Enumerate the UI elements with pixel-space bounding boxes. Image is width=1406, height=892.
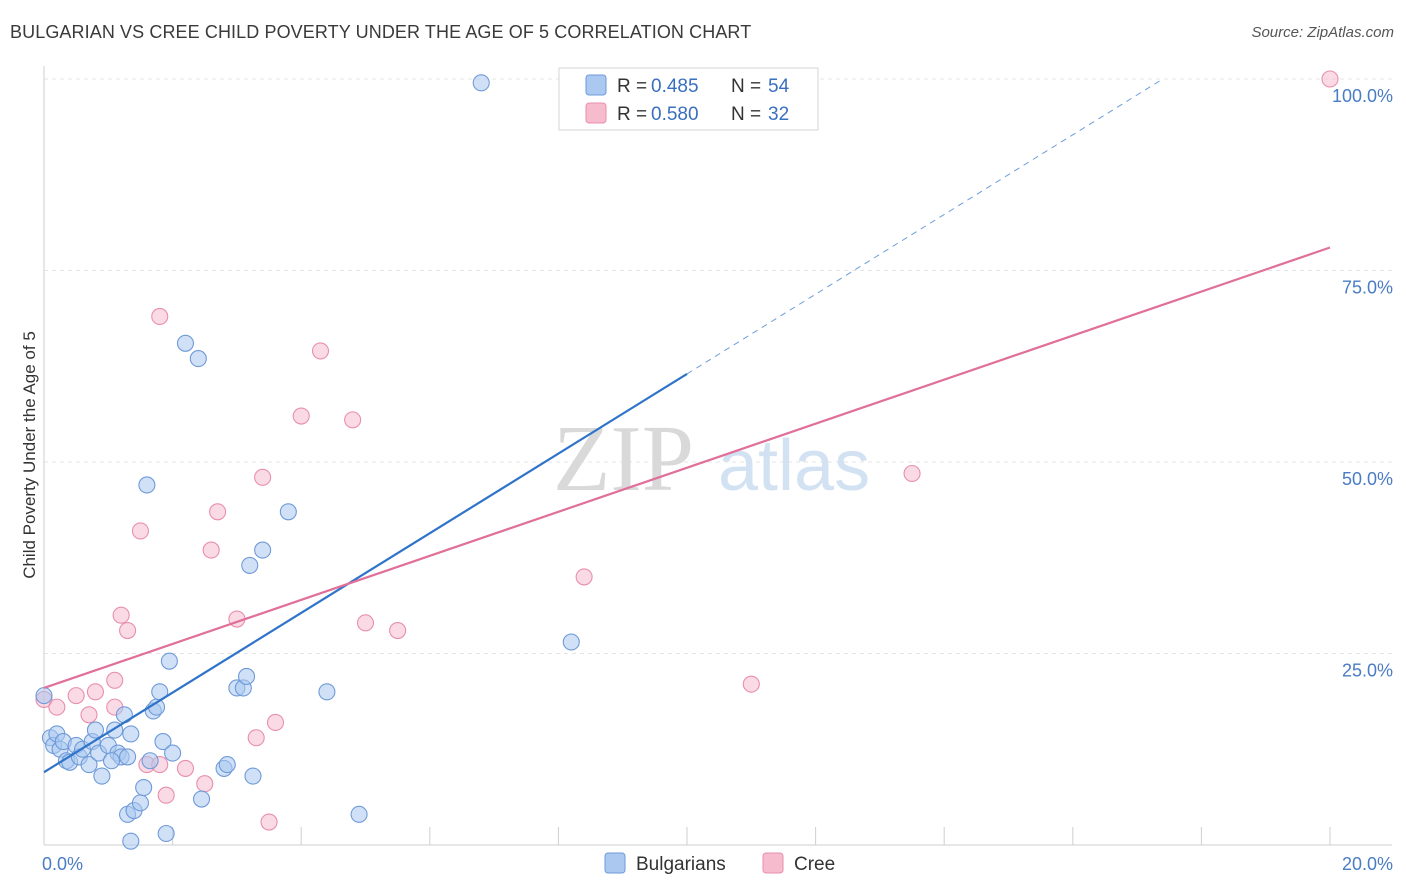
- y-tick-label: 100.0%: [1332, 86, 1393, 106]
- bottom-legend-label-bulgarians: Bulgarians: [636, 854, 726, 875]
- cree-point: [48, 698, 66, 716]
- x-tick-label: 20.0%: [1342, 854, 1393, 874]
- legend-r-value-bulgarians: 0.485: [651, 76, 699, 97]
- bulgarians-point: [244, 767, 262, 785]
- y-tick-label: 25.0%: [1342, 661, 1393, 681]
- cree-point: [86, 683, 104, 701]
- legend-n-value-cree: 32: [768, 104, 789, 125]
- bulgarians-points: [35, 74, 580, 850]
- grid-lines: [44, 78, 1392, 654]
- bulgarians-point: [86, 721, 104, 739]
- y-axis-label: Child Poverty Under the Age of 5: [20, 331, 39, 579]
- bottom-legend-label-cree: Cree: [794, 854, 835, 875]
- watermark-atlas: atlas: [718, 426, 870, 506]
- legend-r-label-bulgarians: R =: [617, 76, 647, 97]
- bulgarians-point: [135, 778, 153, 797]
- bulgarians-point: [279, 503, 297, 521]
- bulgarians-point: [562, 633, 580, 651]
- cree-point: [311, 342, 330, 360]
- cree-points: [35, 70, 1339, 831]
- bottom-legend-swatch-cree: [762, 852, 784, 874]
- bulgarians-point: [80, 756, 98, 774]
- cree-point: [209, 503, 227, 521]
- cree-point: [260, 813, 278, 831]
- cree-point: [67, 687, 85, 705]
- bulgarians-trend-extension: [686, 78, 1164, 375]
- cree-point: [575, 568, 593, 586]
- cree-point: [176, 759, 195, 777]
- bulgarians-point: [164, 744, 182, 762]
- bulgarians-point: [189, 350, 207, 368]
- bulgarians-point: [160, 652, 178, 670]
- bulgarians-point: [115, 706, 133, 724]
- bulgarians-point: [318, 683, 336, 701]
- legend-top: R = 0.485 N = 54 R = 0.580 N = 32: [558, 67, 819, 131]
- cree-point: [157, 786, 175, 804]
- bulgarians-point: [93, 767, 111, 785]
- chart-title: BULGARIAN VS CREE CHILD POVERTY UNDER TH…: [10, 22, 752, 42]
- legend-r-value-cree: 0.580: [651, 104, 699, 125]
- bulgarians-point: [102, 752, 121, 770]
- cree-point: [356, 614, 375, 632]
- bulgarians-point: [157, 824, 175, 843]
- cree-point: [254, 468, 272, 486]
- watermark-zip: ZIP: [553, 407, 694, 511]
- bulgarians-point: [138, 476, 156, 494]
- bulgarians-point: [241, 556, 259, 574]
- bulgarians-point: [472, 74, 490, 92]
- cree-point: [119, 621, 137, 640]
- bulgarians-point: [192, 790, 211, 808]
- bulgarians-point: [35, 687, 53, 705]
- axes: [43, 66, 1392, 846]
- bulgarians-point: [218, 756, 236, 774]
- bulgarians-trend-line: [43, 372, 688, 774]
- bulgarians-point: [154, 733, 172, 751]
- y-tick-label: 50.0%: [1342, 469, 1393, 489]
- bulgarians-point: [350, 805, 368, 823]
- cree-point: [151, 307, 169, 326]
- bulgarians-point: [131, 794, 149, 812]
- bulgarians-point: [176, 334, 195, 352]
- legend-n-value-bulgarians: 54: [768, 76, 790, 97]
- bulgarians-point: [254, 541, 272, 559]
- bulgarians-point: [122, 832, 140, 850]
- cree-point: [266, 713, 285, 731]
- y-tick-label: 75.0%: [1342, 278, 1393, 298]
- cree-point: [344, 411, 362, 429]
- watermark: ZIP atlas: [553, 407, 870, 511]
- cree-point: [131, 522, 149, 540]
- legend-n-label-cree: N =: [731, 104, 761, 125]
- cree-point: [742, 675, 760, 693]
- cree-point: [292, 407, 310, 425]
- cree-point: [247, 729, 265, 747]
- cree-point: [80, 706, 98, 724]
- legend-swatch-bulgarians: [585, 74, 607, 96]
- bulgarians-point: [119, 748, 137, 766]
- x-tick-label: 0.0%: [42, 854, 83, 874]
- legend-n-label-bulgarians: N =: [731, 76, 761, 97]
- bulgarians-point: [237, 667, 256, 686]
- cree-point: [903, 464, 921, 483]
- bulgarians-point: [122, 725, 140, 743]
- bottom-legend-swatch-bulgarians: [604, 852, 626, 874]
- legend-r-label-cree: R =: [617, 104, 647, 125]
- source-credit: Source: ZipAtlas.com: [1251, 24, 1394, 41]
- bulgarians-point: [141, 752, 159, 770]
- cree-trend-line: [43, 246, 1331, 690]
- legend-bottom: Bulgarians Cree: [604, 852, 835, 875]
- cree-point: [196, 775, 214, 793]
- cree-point: [106, 671, 124, 689]
- cree-point: [202, 541, 220, 559]
- tick-labels: 25.0% 50.0% 75.0% 100.0% 0.0% 20.0%: [42, 86, 1393, 874]
- legend-swatch-cree: [585, 102, 607, 124]
- cree-point: [112, 606, 130, 624]
- cree-point: [389, 621, 407, 640]
- cree-point: [1321, 70, 1339, 88]
- trend-lines: [43, 78, 1331, 774]
